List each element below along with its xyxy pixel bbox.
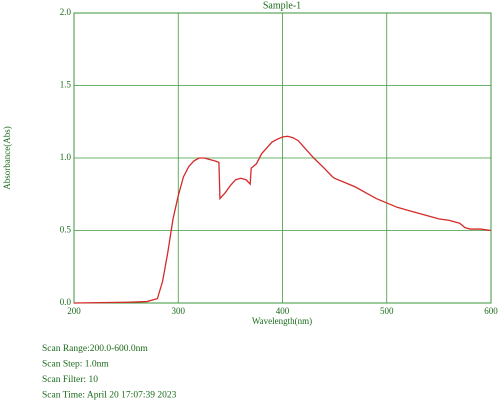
- y-tick-label: 0.0: [60, 297, 72, 307]
- x-tick-label: 200: [67, 306, 81, 316]
- y-tick-label: 1.5: [60, 80, 72, 90]
- scan-info: Scan Range:200.0-600.0nm: [42, 344, 148, 354]
- data-line: [73, 135, 492, 304]
- chart-title: Sample-1: [263, 0, 301, 11]
- scan-info: Scan Time: April 20 17:07:39 2023: [42, 391, 177, 400]
- y-tick-label: 1.0: [60, 152, 72, 162]
- y-tick-label: 2.0: [60, 7, 72, 17]
- x-tick-label: 300: [172, 306, 186, 316]
- x-axis-label: Wavelength(nm): [252, 316, 312, 326]
- scan-info: Scan Step: 1.0nm: [42, 360, 109, 370]
- x-tick-label: 500: [380, 306, 394, 316]
- y-axis-label: Absorbance(Abs): [2, 126, 12, 189]
- scan-info: Scan Filter: 10: [42, 375, 98, 385]
- x-tick-label: 400: [276, 306, 290, 316]
- x-tick-label: 600: [484, 306, 498, 316]
- y-tick-label: 0.5: [60, 225, 72, 235]
